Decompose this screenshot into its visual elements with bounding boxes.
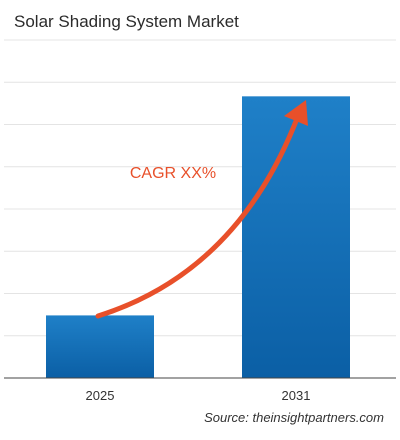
bars <box>46 96 350 378</box>
cagr-annotation: CAGR XX% <box>130 165 216 182</box>
x-tick-labels: 2025 2031 <box>86 388 311 403</box>
bar-2031 <box>242 96 350 378</box>
source-note: Source: theinsightpartners.com <box>204 410 384 425</box>
cagr-arrow-icon <box>95 100 308 319</box>
bar-2025 <box>46 315 154 378</box>
chart-title: Solar Shading System Market <box>14 12 239 31</box>
x-tick-label: 2031 <box>282 388 311 403</box>
x-tick-label: 2025 <box>86 388 115 403</box>
